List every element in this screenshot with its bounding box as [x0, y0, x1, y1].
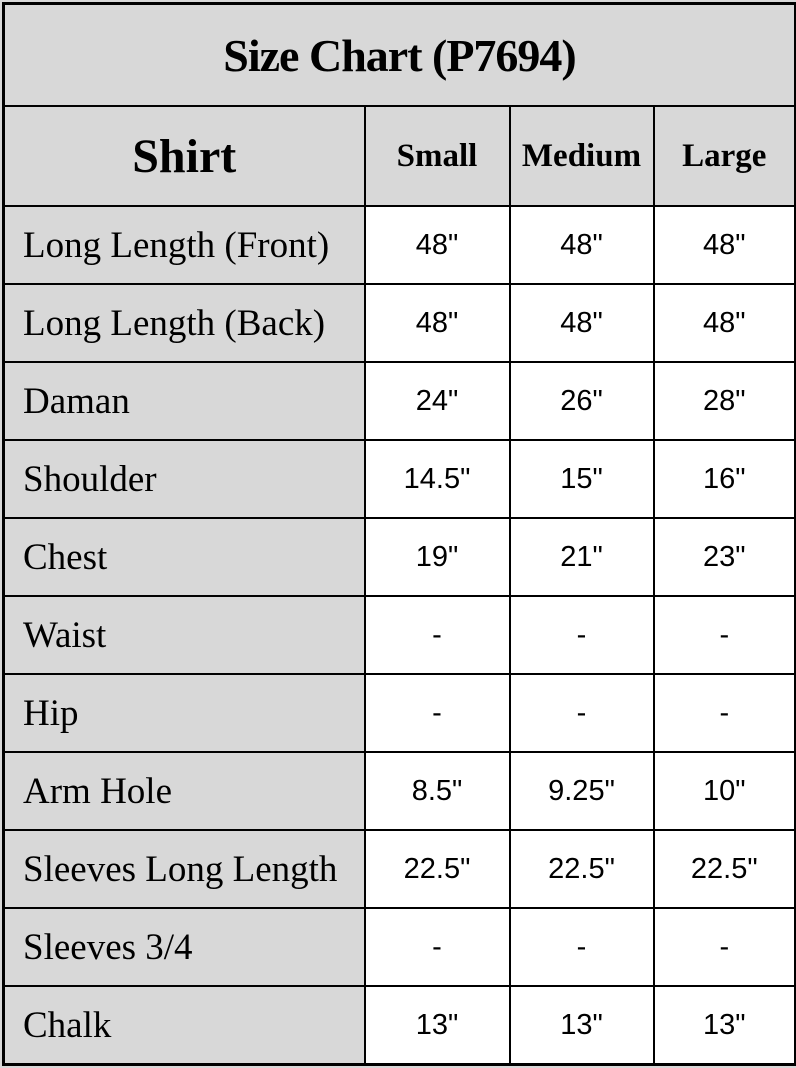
size-value-large: - [652, 673, 796, 753]
measurement-label: Hip [2, 673, 366, 753]
table-row: Shoulder 14.5" 15" 16" [2, 439, 796, 519]
chart-title: Size Chart (P7694) [2, 2, 796, 107]
measurement-label: Shoulder [2, 439, 366, 519]
header-medium: Medium [508, 105, 655, 207]
table-row: Arm Hole 8.5" 9.25" 10" [2, 751, 796, 831]
size-value-medium: 21" [508, 517, 655, 597]
table-row: Sleeves Long Length 22.5" 22.5" 22.5" [2, 829, 796, 909]
header-small: Small [363, 105, 511, 207]
size-value-large: 23" [652, 517, 796, 597]
size-value-medium: 13" [508, 985, 655, 1066]
size-value-small: 13" [363, 985, 511, 1066]
title-row: Size Chart (P7694) [2, 2, 796, 107]
size-value-medium: 9.25" [508, 751, 655, 831]
size-value-small: - [363, 595, 511, 675]
size-value-large: 13" [652, 985, 796, 1066]
size-value-large: 48" [652, 283, 796, 363]
size-value-small: 19" [363, 517, 511, 597]
table-row: Long Length (Front) 48" 48" 48" [2, 205, 796, 285]
measurement-label: Sleeves Long Length [2, 829, 366, 909]
table-row: Waist - - - [2, 595, 796, 675]
size-value-large: - [652, 595, 796, 675]
size-value-small: 48" [363, 205, 511, 285]
size-value-medium: - [508, 595, 655, 675]
table-row: Daman 24" 26" 28" [2, 361, 796, 441]
size-value-small: 8.5" [363, 751, 511, 831]
size-value-small: - [363, 907, 511, 987]
size-value-medium: 48" [508, 283, 655, 363]
table-row: Chest 19" 21" 23" [2, 517, 796, 597]
size-value-large: - [652, 907, 796, 987]
measurement-label: Daman [2, 361, 366, 441]
size-value-large: 48" [652, 205, 796, 285]
header-large: Large [652, 105, 796, 207]
size-value-small: - [363, 673, 511, 753]
size-value-large: 22.5" [652, 829, 796, 909]
measurement-label: Long Length (Front) [2, 205, 366, 285]
table-row: Sleeves 3/4 - - - [2, 907, 796, 987]
size-value-medium: 22.5" [508, 829, 655, 909]
size-value-small: 24" [363, 361, 511, 441]
header-shirt: Shirt [2, 105, 366, 207]
table-row: Chalk 13" 13" 13" [2, 985, 796, 1066]
size-value-medium: 15" [508, 439, 655, 519]
size-value-small: 22.5" [363, 829, 511, 909]
header-row: Shirt Small Medium Large [2, 105, 796, 207]
size-value-large: 28" [652, 361, 796, 441]
size-value-large: 10" [652, 751, 796, 831]
measurement-label: Chalk [2, 985, 366, 1066]
measurement-label: Chest [2, 517, 366, 597]
measurement-label: Arm Hole [2, 751, 366, 831]
measurement-rows: Long Length (Front) 48" 48" 48" Long Len… [2, 205, 796, 1066]
measurement-label: Sleeves 3/4 [2, 907, 366, 987]
size-value-small: 14.5" [363, 439, 511, 519]
size-value-medium: - [508, 673, 655, 753]
measurement-label: Long Length (Back) [2, 283, 366, 363]
size-value-large: 16" [652, 439, 796, 519]
measurement-label: Waist [2, 595, 366, 675]
size-value-small: 48" [363, 283, 511, 363]
size-value-medium: - [508, 907, 655, 987]
size-value-medium: 48" [508, 205, 655, 285]
table-row: Hip - - - [2, 673, 796, 753]
table-row: Long Length (Back) 48" 48" 48" [2, 283, 796, 363]
size-value-medium: 26" [508, 361, 655, 441]
